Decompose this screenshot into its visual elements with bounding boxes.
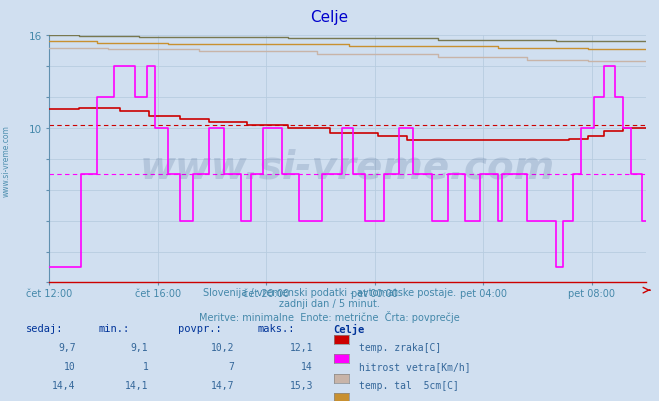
Text: Celje: Celje: [310, 10, 349, 25]
Text: 14,4: 14,4: [125, 400, 148, 401]
Text: temp. tal 10cm[C]: temp. tal 10cm[C]: [359, 400, 459, 401]
Text: hitrost vetra[Km/h]: hitrost vetra[Km/h]: [359, 361, 471, 371]
Text: maks.:: maks.:: [257, 323, 295, 333]
Text: 1: 1: [142, 361, 148, 371]
Text: temp. tal  5cm[C]: temp. tal 5cm[C]: [359, 381, 459, 391]
Text: 7: 7: [228, 361, 234, 371]
Text: 15,6: 15,6: [289, 400, 313, 401]
Text: www.si-vreme.com: www.si-vreme.com: [2, 125, 11, 196]
Text: 10: 10: [64, 361, 76, 371]
Text: zadnji dan / 5 minut.: zadnji dan / 5 minut.: [279, 299, 380, 309]
Text: 10,2: 10,2: [210, 342, 234, 352]
Text: 12,1: 12,1: [289, 342, 313, 352]
Text: sedaj:: sedaj:: [26, 323, 64, 333]
Text: povpr.:: povpr.:: [178, 323, 221, 333]
Text: 14: 14: [301, 361, 313, 371]
Text: www.si-vreme.com: www.si-vreme.com: [140, 148, 556, 186]
Text: min.:: min.:: [99, 323, 130, 333]
Text: Slovenija / vremenski podatki - avtomatske postaje.: Slovenija / vremenski podatki - avtomats…: [203, 288, 456, 298]
Text: 14,7: 14,7: [210, 381, 234, 391]
Text: Meritve: minimalne  Enote: metrične  Črta: povprečje: Meritve: minimalne Enote: metrične Črta:…: [199, 310, 460, 322]
Text: Celje: Celje: [333, 323, 364, 334]
Text: 14,1: 14,1: [125, 381, 148, 391]
Text: 9,7: 9,7: [58, 342, 76, 352]
Text: 14,4: 14,4: [52, 400, 76, 401]
Text: 14,4: 14,4: [52, 381, 76, 391]
Text: 15,1: 15,1: [210, 400, 234, 401]
Text: temp. zraka[C]: temp. zraka[C]: [359, 342, 442, 352]
Text: 9,1: 9,1: [130, 342, 148, 352]
Text: 15,3: 15,3: [289, 381, 313, 391]
